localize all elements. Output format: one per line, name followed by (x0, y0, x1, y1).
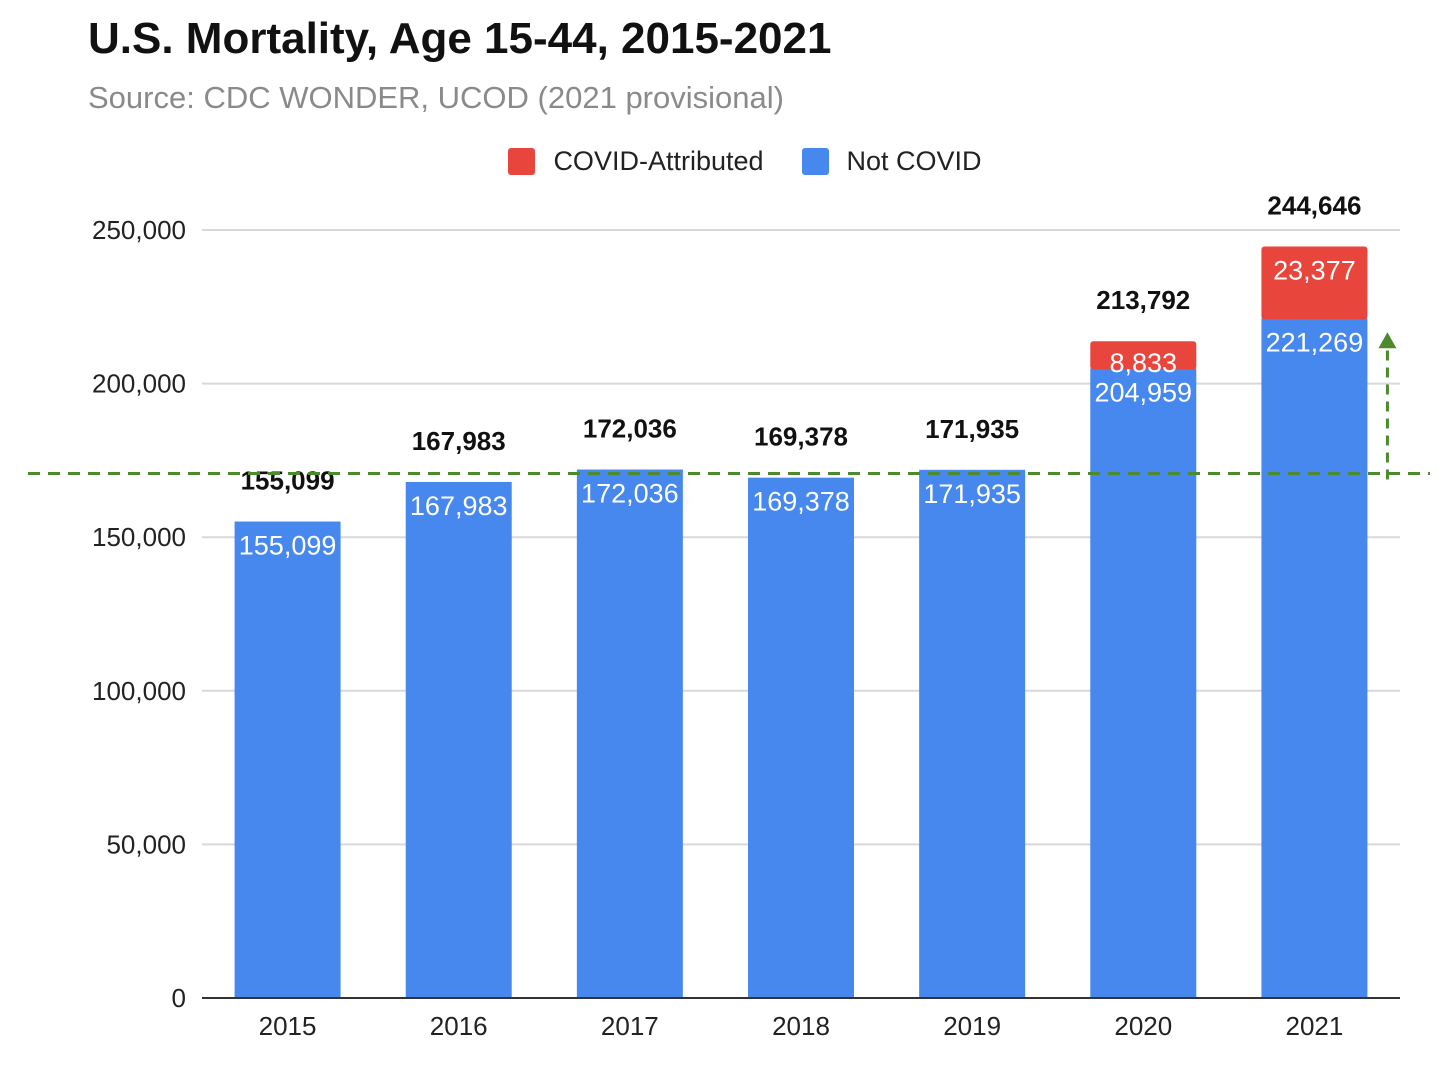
y-tick-label: 0 (172, 983, 186, 1013)
y-tick-label: 150,000 (92, 522, 186, 552)
data-label-not-covid: 169,378 (752, 487, 850, 517)
total-label: 244,646 (1267, 190, 1361, 220)
bar-covid-attributed (1090, 341, 1197, 370)
bar-not-covid (576, 469, 683, 999)
x-tick-label: 2015 (259, 1011, 317, 1041)
bar-not-covid (405, 481, 512, 998)
chart-title: U.S. Mortality, Age 15-44, 2015-2021 (88, 14, 832, 63)
x-tick-label: 2018 (772, 1011, 830, 1041)
bar-covid-attributed (1261, 246, 1368, 320)
x-tick-label: 2016 (430, 1011, 488, 1041)
legend-label-covid-attributed: COVID-Attributed (553, 146, 764, 176)
total-label: 155,099 (241, 466, 335, 496)
bar-not-covid (1261, 318, 1368, 999)
data-label-not-covid: 221,269 (1266, 327, 1364, 357)
bar-not-covid (919, 469, 1026, 998)
legend-item-covid-attributed[interactable]: COVID-Attributed (508, 146, 764, 177)
legend-item-not-covid[interactable]: Not COVID (801, 146, 982, 177)
legend-swatch-covid-attributed (508, 148, 536, 175)
x-tick-label: 2017 (601, 1011, 659, 1041)
data-label-not-covid: 167,983 (410, 491, 508, 521)
bar-not-covid (1090, 368, 1197, 998)
data-label-not-covid: 172,036 (581, 479, 679, 509)
arrow-head-icon (1378, 332, 1397, 349)
bar-not-covid (234, 521, 341, 998)
y-tick-label: 100,000 (92, 676, 186, 706)
data-label-not-covid: 171,935 (923, 479, 1021, 509)
legend-label-not-covid: Not COVID (846, 146, 982, 176)
total-label: 172,036 (583, 414, 677, 444)
data-label-not-covid: 155,099 (239, 531, 337, 561)
x-tick-label: 2021 (1286, 1011, 1344, 1041)
x-tick-label: 2020 (1114, 1011, 1172, 1041)
y-tick-label: 50,000 (106, 829, 186, 859)
data-label-covid-attributed: 8,833 (1109, 348, 1177, 378)
total-label: 171,935 (925, 414, 1019, 444)
total-label: 213,792 (1096, 285, 1190, 315)
data-label-not-covid: 204,959 (1094, 377, 1192, 407)
total-label: 169,378 (754, 422, 848, 452)
x-tick-label: 2019 (943, 1011, 1001, 1041)
chart-legend: COVID-Attributed Not COVID (0, 146, 1456, 177)
total-label: 167,983 (412, 426, 506, 456)
y-tick-label: 250,000 (92, 215, 186, 245)
data-label-covid-attributed: 23,377 (1273, 255, 1356, 285)
y-tick-label: 200,000 (92, 369, 186, 399)
legend-swatch-not-covid (801, 148, 829, 175)
chart-subtitle: Source: CDC WONDER, UCOD (2021 provision… (88, 80, 784, 115)
bar-not-covid (748, 477, 854, 998)
